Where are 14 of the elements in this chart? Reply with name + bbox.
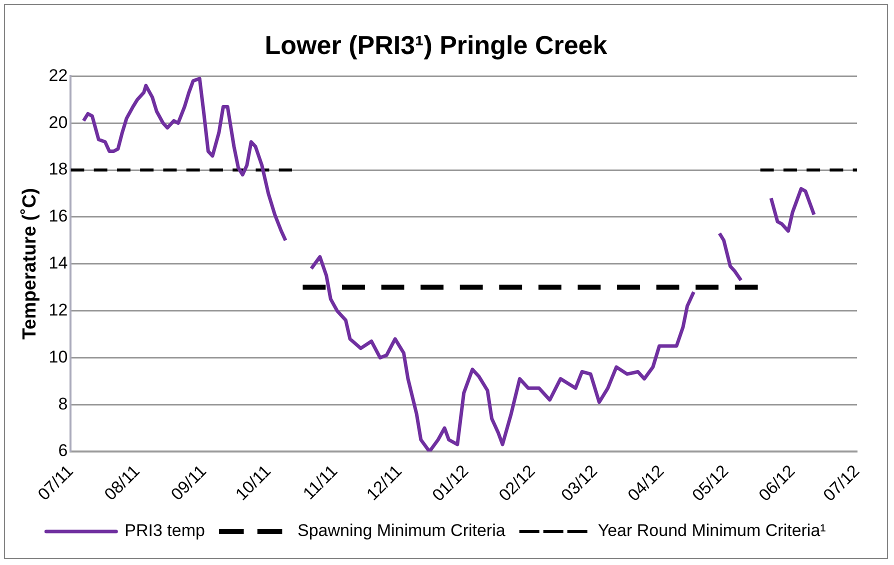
y-tick-label: 6	[58, 441, 68, 460]
y-axis-title: Temperature (˚C)	[20, 188, 41, 340]
y-tick-label: 18	[48, 160, 68, 179]
legend-label: Year Round Minimum Criteria¹	[598, 521, 826, 540]
chart-title: Lower (PRI3¹) Pringle Creek	[264, 30, 608, 60]
y-tick-label: 8	[58, 394, 68, 414]
legend-label: Spawning Minimum Criteria	[297, 521, 506, 540]
y-tick-label: 16	[48, 206, 68, 226]
y-tick-label: 14	[48, 254, 68, 273]
y-tick-label: 10	[48, 347, 68, 366]
y-tick-label: 12	[48, 300, 68, 320]
y-tick-label: 22	[48, 66, 68, 85]
legend-label: PRI3 temp	[124, 521, 205, 540]
y-tick-label: 20	[48, 112, 68, 132]
